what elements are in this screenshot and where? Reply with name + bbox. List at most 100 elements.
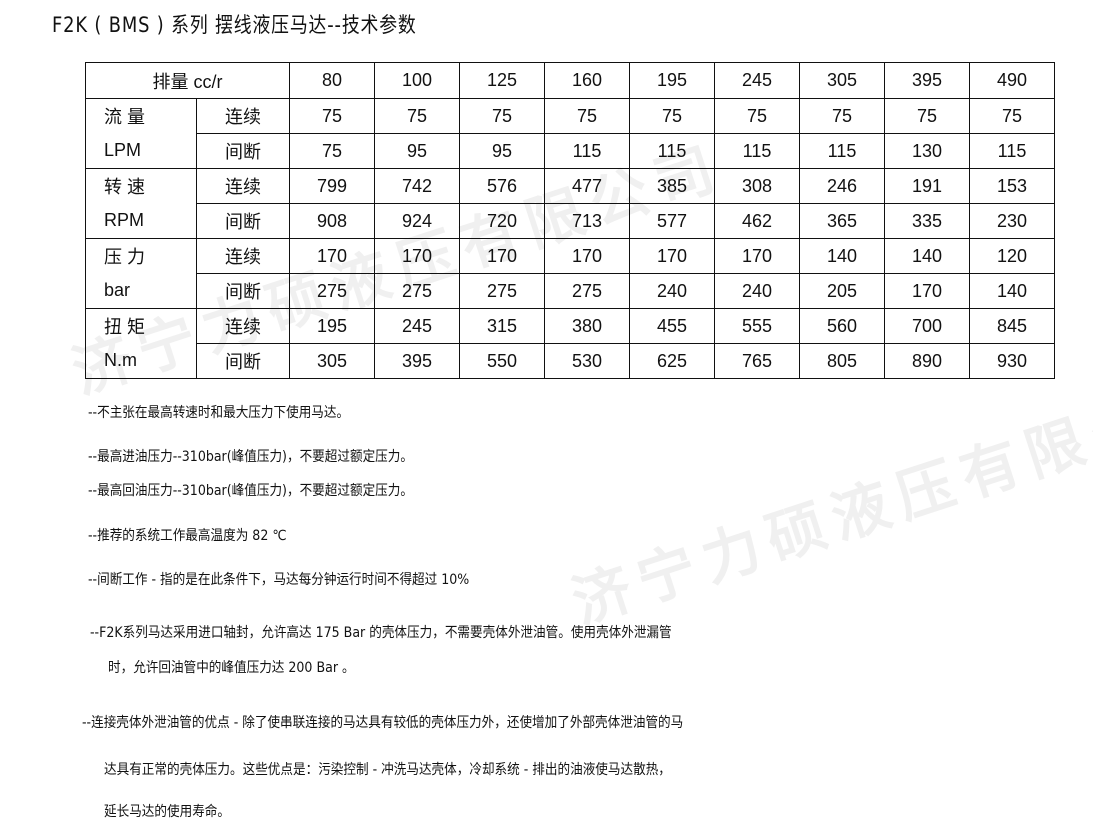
table-row: 扭 矩 N.m 连续 195 245 315 380 455 555 560 700 845 [85, 308, 1055, 379]
table-cell: 700 [884, 308, 970, 344]
table-cell: 930 [969, 343, 1055, 379]
mode-label: 间断 [196, 343, 290, 379]
table-cell: 140 [799, 238, 885, 274]
note: 达具有正常的壳体压力。这些优点是：污染控制 - 冲洗马达壳体，冷却系统 - 排出… [104, 762, 671, 778]
table-cell: 170 [289, 238, 375, 274]
table-cell: 560 [799, 308, 885, 344]
table-cell: 380 [544, 308, 630, 344]
table-cell: 462 [714, 203, 800, 239]
mode-label: 连续 [196, 168, 290, 204]
table-cell: 845 [969, 308, 1055, 344]
table-row: 间断 275 275 275 275 240 240 205 170 140 [86, 273, 1055, 309]
table-cell: 195 [289, 308, 375, 344]
table-cell: 805 [799, 343, 885, 379]
note: --推荐的系统工作最高温度为 82 ℃ [88, 528, 287, 544]
table-cell: 577 [629, 203, 715, 239]
table-cell: 625 [629, 343, 715, 379]
table-cell: 455 [629, 308, 715, 344]
table-cell: 230 [969, 203, 1055, 239]
table-cell: 205 [799, 273, 885, 309]
table-cell: 908 [289, 203, 375, 239]
group-label: 转 速 RPM [85, 168, 197, 239]
header-row: 排量 cc/r 80 100 125 160 195 245 305 395 490 [85, 62, 1055, 99]
mode-label: 连续 [196, 238, 290, 274]
table-row: 转 速 RPM 连续 799 742 576 477 385 308 246 191 153 [85, 168, 1055, 239]
mode-label: 间断 [196, 273, 290, 309]
mode-label: 连续 [196, 98, 290, 134]
table-cell: 130 [884, 133, 970, 169]
table-cell: 576 [459, 168, 545, 204]
table-cell: 75 [629, 98, 715, 134]
table-cell: 924 [374, 203, 460, 239]
table-cell: 308 [714, 168, 800, 204]
table-cell: 115 [544, 133, 630, 169]
table-cell: 240 [714, 273, 800, 309]
table-cell: 245 [374, 308, 460, 344]
table-cell: 713 [544, 203, 630, 239]
table-cell: 170 [884, 273, 970, 309]
table-cell: 275 [459, 273, 545, 309]
note: --最高进油压力--310bar(峰值压力)，不要超过额定压力。 [88, 449, 413, 465]
table-cell: 246 [799, 168, 885, 204]
table-cell: 75 [544, 98, 630, 134]
group-name: 压 力 [104, 246, 146, 267]
table-row: 间断 305 395 550 530 625 765 805 890 930 [86, 343, 1055, 379]
group-label: 流 量 LPM [85, 98, 197, 169]
group-unit: LPM [104, 139, 142, 160]
page-title: F2K ( BMS ) 系列 摆线液压马达--技术参数 [52, 13, 417, 37]
table-cell: 75 [714, 98, 800, 134]
mode-label: 连续 [196, 308, 290, 344]
displacement-label: 排量 cc/r [85, 62, 290, 99]
displacement-value: 245 [714, 62, 800, 99]
displacement-value: 490 [969, 62, 1055, 99]
displacement-value: 195 [629, 62, 715, 99]
table-row: 间断 908 924 720 713 577 462 365 335 230 [86, 203, 1055, 239]
table-cell: 170 [629, 238, 715, 274]
table-cell: 153 [969, 168, 1055, 204]
table-cell: 95 [374, 133, 460, 169]
table-cell: 140 [969, 273, 1055, 309]
table-cell: 170 [544, 238, 630, 274]
table-cell: 170 [374, 238, 460, 274]
table-cell: 555 [714, 308, 800, 344]
table-cell: 75 [459, 98, 545, 134]
note: 延长马达的使用寿命。 [104, 804, 230, 820]
note: 时，允许回油管中的峰值压力达 200 Bar 。 [108, 660, 355, 676]
displacement-value: 125 [459, 62, 545, 99]
watermark: 济宁力硕液压有限公司 [564, 362, 1093, 638]
table-cell: 170 [459, 238, 545, 274]
table-cell: 240 [629, 273, 715, 309]
table-cell: 275 [289, 273, 375, 309]
table-cell: 305 [289, 343, 375, 379]
displacement-value: 305 [799, 62, 885, 99]
table-cell: 395 [374, 343, 460, 379]
table-cell: 115 [799, 133, 885, 169]
table-cell: 335 [884, 203, 970, 239]
table-cell: 140 [884, 238, 970, 274]
group-unit: N.m [104, 349, 137, 370]
table-cell: 115 [629, 133, 715, 169]
group-name: 流 量 [104, 106, 146, 127]
table-cell: 115 [969, 133, 1055, 169]
table-cell: 315 [459, 308, 545, 344]
group-unit: RPM [104, 209, 144, 230]
note: --不主张在最高转速时和最大压力下使用马达。 [88, 405, 350, 421]
table-row: 间断 75 95 95 115 115 115 115 130 115 [86, 133, 1055, 169]
group-name: 转 速 [104, 176, 146, 197]
note: --最高回油压力--310bar(峰值压力)，不要超过额定压力。 [88, 483, 413, 499]
note: --间断工作 - 指的是在此条件下，马达每分钟运行时间不得超过 10% [88, 572, 470, 588]
mode-label: 间断 [196, 203, 290, 239]
displacement-value: 80 [289, 62, 375, 99]
table-cell: 95 [459, 133, 545, 169]
table-cell: 477 [544, 168, 630, 204]
table-cell: 530 [544, 343, 630, 379]
mode-label: 间断 [196, 133, 290, 169]
table-cell: 170 [714, 238, 800, 274]
table-cell: 75 [884, 98, 970, 134]
table-cell: 275 [544, 273, 630, 309]
table-cell: 75 [374, 98, 460, 134]
table-cell: 75 [289, 98, 375, 134]
table-cell: 720 [459, 203, 545, 239]
note: --F2K系列马达采用进口轴封，允许高达 175 Bar 的壳体压力，不需要壳体… [90, 625, 672, 641]
displacement-value: 100 [374, 62, 460, 99]
